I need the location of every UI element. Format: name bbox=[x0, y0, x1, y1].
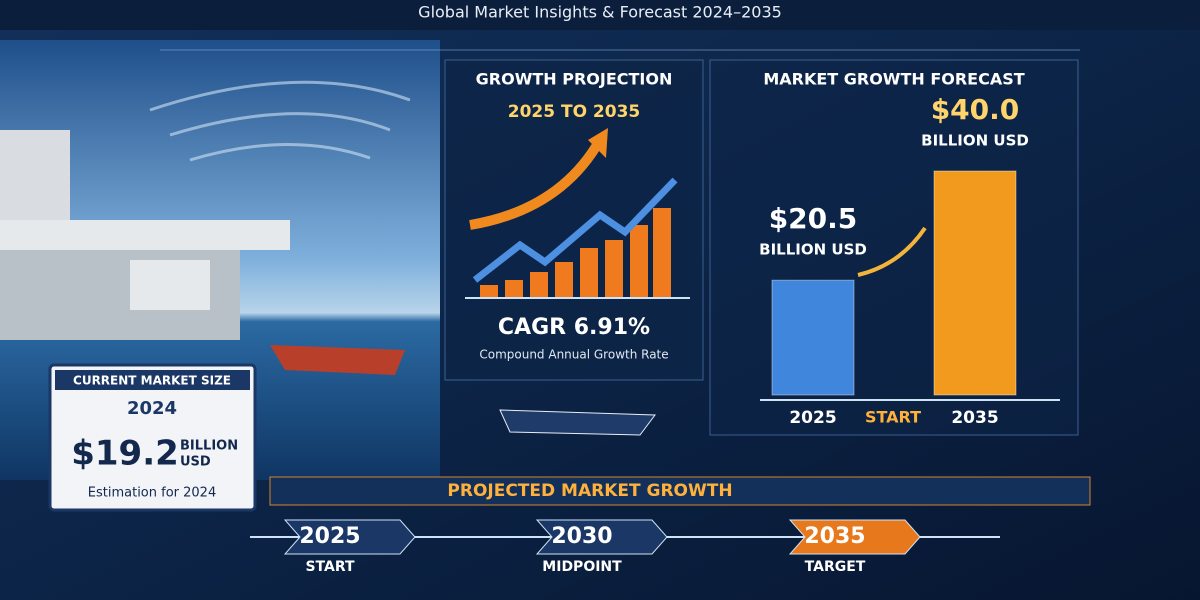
timeline-banner bbox=[269, 476, 1091, 506]
market-year: 2024 bbox=[127, 398, 177, 419]
timeline-year: 2035 bbox=[804, 524, 865, 549]
bar-chart: $20.5 BILLION USD 2025 $40.0 BILLION USD 2035 bbox=[759, 93, 1029, 428]
title: Global Market Insights & Forecast 2024–2… bbox=[418, 3, 782, 22]
timeline-marker bbox=[535, 519, 668, 555]
title-bar bbox=[0, 0, 1200, 30]
unit-label: BILLION USD bbox=[759, 241, 867, 259]
timeline-year: 2030 bbox=[551, 524, 612, 549]
chart-panel bbox=[709, 59, 1079, 436]
cagr: CAGR 6.91% bbox=[498, 315, 650, 340]
value-label: $20.5 bbox=[769, 202, 858, 235]
timeline-year: 2025 bbox=[299, 524, 360, 549]
value-label: $40.0 bbox=[931, 93, 1020, 126]
growth-title: GROWTH PROJECTION bbox=[476, 70, 673, 89]
ship bbox=[0, 130, 290, 340]
timeline-label: MIDPOINT bbox=[542, 559, 622, 575]
timeline-title: PROJECTED MARKET GROWTH bbox=[447, 481, 732, 501]
market-caption: Estimation for 2024 bbox=[88, 486, 216, 501]
category-label: 2025 bbox=[789, 408, 836, 428]
cagr-caption: Compound Annual Growth Rate bbox=[479, 348, 668, 362]
growth-period: 2025 TO 2035 bbox=[508, 102, 641, 122]
cargo-ship bbox=[270, 345, 405, 375]
market-box-header bbox=[55, 370, 250, 390]
bar bbox=[933, 170, 1017, 396]
bar bbox=[771, 279, 855, 396]
timeline-marker bbox=[788, 519, 921, 555]
category-label: 2035 bbox=[951, 408, 998, 428]
chart-annotation: START bbox=[865, 408, 921, 427]
timeline-steps: 2025 START 2030 MIDPOINT 2035 TARGET bbox=[283, 519, 921, 575]
chart-title: MARKET GROWTH FORECAST bbox=[763, 70, 1024, 89]
market-unit: USD bbox=[180, 455, 211, 470]
market-title: CURRENT MARKET SIZE bbox=[73, 374, 231, 388]
timeline-label: START bbox=[305, 559, 355, 575]
timeline-marker bbox=[283, 519, 416, 555]
market-box bbox=[48, 363, 257, 512]
ferry bbox=[499, 409, 656, 436]
market-unit: BILLION bbox=[180, 439, 238, 454]
radar-waves bbox=[149, 80, 411, 162]
unit-label: BILLION USD bbox=[921, 132, 1029, 150]
growth-icon bbox=[465, 128, 690, 299]
market-value: $19.2 bbox=[71, 434, 179, 474]
growth-arrow bbox=[857, 226, 927, 277]
timeline-label: TARGET bbox=[805, 559, 866, 575]
